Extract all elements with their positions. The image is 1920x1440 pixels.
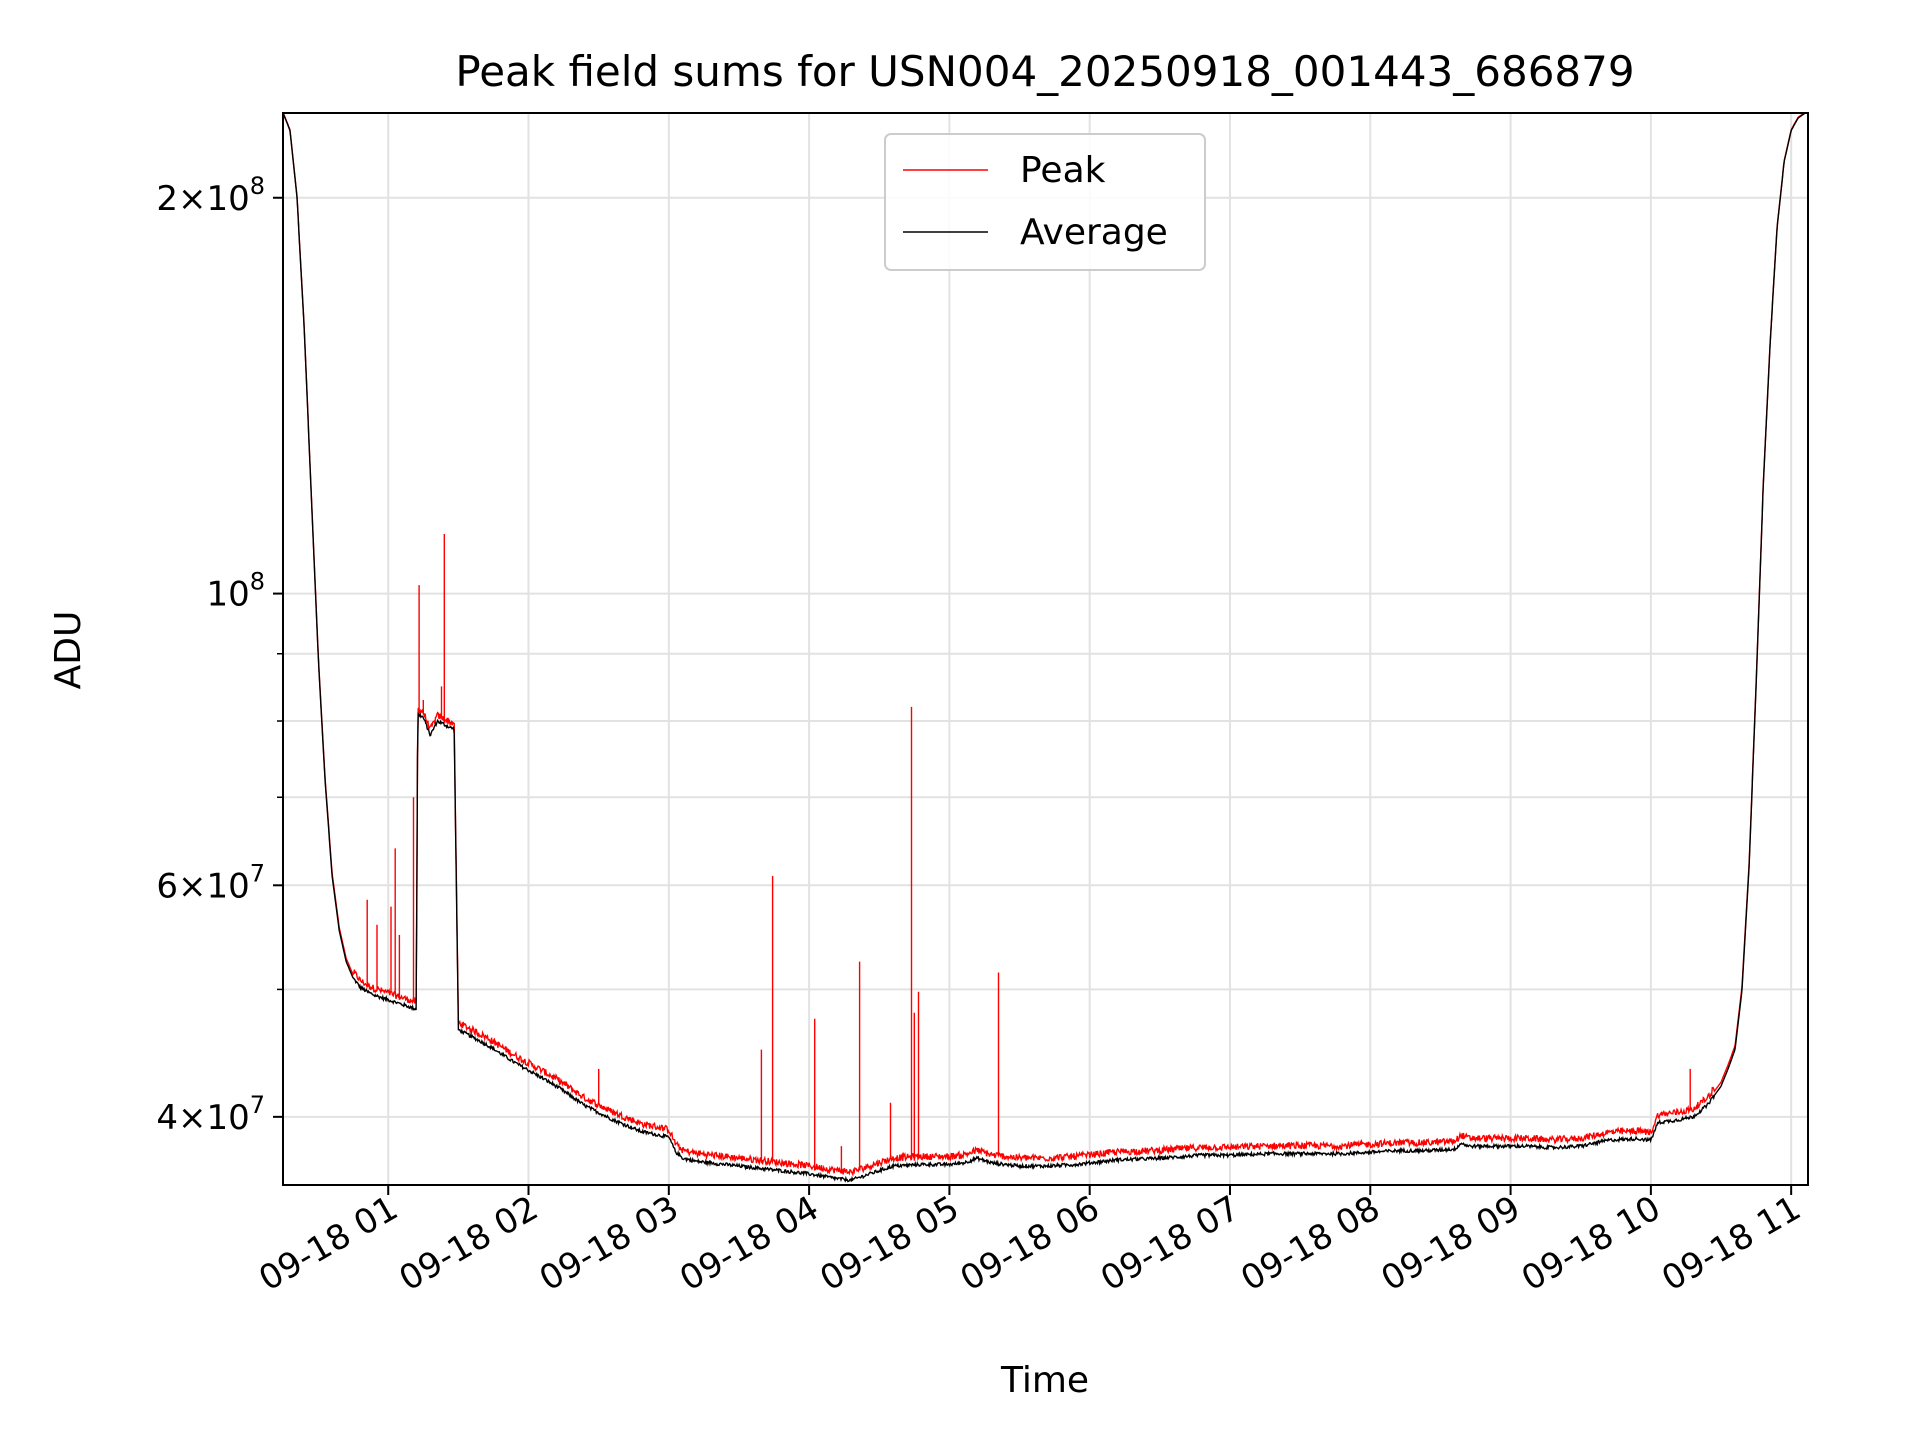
plot-series bbox=[283, 113, 1808, 1183]
y-tick-label: 6×107 bbox=[156, 859, 265, 906]
y-tick-label: 4×107 bbox=[156, 1091, 265, 1138]
series-peak-line bbox=[283, 113, 1808, 1177]
y-axis: 4×107 6×107 108 2×108 bbox=[156, 172, 283, 1138]
y-tick-label: 108 bbox=[206, 568, 265, 615]
plot-frame bbox=[282, 112, 1809, 1186]
legend-box bbox=[884, 133, 1206, 271]
legend-peak-label: Peak bbox=[1020, 150, 1106, 191]
x-axis-label: Time bbox=[1000, 1360, 1089, 1401]
chart-title: Peak field sums for USN004_20250918_0014… bbox=[455, 47, 1634, 96]
legend-average-label: Average bbox=[1020, 212, 1168, 253]
series-average-line bbox=[283, 113, 1808, 1183]
legend: Peak Average bbox=[884, 133, 1206, 271]
y-axis-label: ADU bbox=[48, 611, 89, 690]
y-tick-label: 2×108 bbox=[156, 172, 265, 219]
